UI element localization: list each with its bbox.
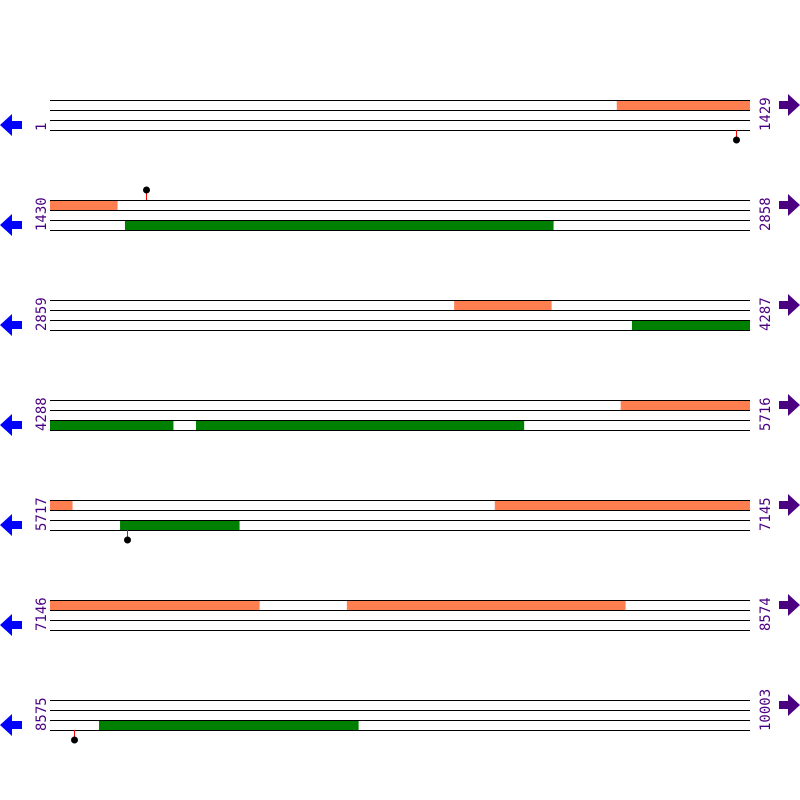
sequence-row: 1 1429 bbox=[0, 94, 800, 144]
arrow-left-icon[interactable] bbox=[0, 414, 22, 436]
arrow-right-icon[interactable] bbox=[779, 694, 800, 716]
forward-feature bbox=[616, 100, 750, 110]
forward-feature bbox=[50, 500, 73, 510]
row-end-label: 7145 bbox=[758, 497, 774, 531]
site-marker-dot bbox=[143, 186, 150, 194]
row-start-label: 5717 bbox=[34, 497, 50, 531]
arrow-right-icon[interactable] bbox=[779, 394, 800, 416]
arrow-left-icon[interactable] bbox=[0, 314, 22, 336]
row-end-label: 1429 bbox=[758, 97, 774, 131]
row-end-label: 5716 bbox=[758, 397, 774, 431]
forward-feature bbox=[346, 600, 626, 610]
reverse-feature bbox=[120, 520, 240, 530]
row-start-label: 4288 bbox=[34, 397, 50, 431]
forward-feature bbox=[620, 400, 750, 410]
arrow-right-icon[interactable] bbox=[779, 494, 800, 516]
sequence-row: 2859 4287 bbox=[0, 294, 800, 336]
row-end-label: 2858 bbox=[758, 197, 774, 231]
sequence-row: 5717 7145 bbox=[0, 494, 800, 544]
row-start-label: 1430 bbox=[34, 197, 50, 231]
arrow-left-icon[interactable] bbox=[0, 614, 22, 636]
reverse-feature bbox=[631, 320, 750, 330]
forward-feature bbox=[494, 500, 750, 510]
row-start-label: 7146 bbox=[34, 597, 50, 631]
site-marker-dot bbox=[71, 736, 78, 744]
arrow-right-icon[interactable] bbox=[779, 94, 800, 116]
arrow-right-icon[interactable] bbox=[779, 294, 800, 316]
reverse-feature bbox=[50, 420, 174, 430]
row-start-label: 2859 bbox=[34, 297, 50, 331]
row-start-label: 8575 bbox=[34, 697, 50, 731]
sequence-row: 4288 5716 bbox=[0, 394, 800, 436]
row-end-label: 10003 bbox=[758, 689, 774, 731]
site-marker-dot bbox=[124, 536, 131, 544]
sequence-row: 8575 10003 bbox=[0, 689, 800, 744]
forward-feature bbox=[50, 600, 260, 610]
reverse-feature bbox=[195, 420, 525, 430]
arrow-right-icon[interactable] bbox=[779, 194, 800, 216]
arrow-right-icon[interactable] bbox=[779, 594, 800, 616]
arrow-left-icon[interactable] bbox=[0, 714, 22, 736]
forward-feature bbox=[50, 200, 118, 210]
row-end-label: 4287 bbox=[758, 297, 774, 331]
site-marker-dot bbox=[733, 136, 740, 144]
arrow-left-icon[interactable] bbox=[0, 114, 22, 136]
reverse-feature bbox=[124, 220, 554, 230]
reverse-feature bbox=[98, 720, 359, 730]
sequence-row: 7146 8574 bbox=[0, 594, 800, 636]
row-start-label: 1 bbox=[34, 123, 50, 131]
forward-feature bbox=[454, 300, 552, 310]
row-end-label: 8574 bbox=[758, 597, 774, 631]
sequence-row: 1430 2858 bbox=[0, 186, 800, 236]
arrow-left-icon[interactable] bbox=[0, 514, 22, 536]
arrow-left-icon[interactable] bbox=[0, 214, 22, 236]
